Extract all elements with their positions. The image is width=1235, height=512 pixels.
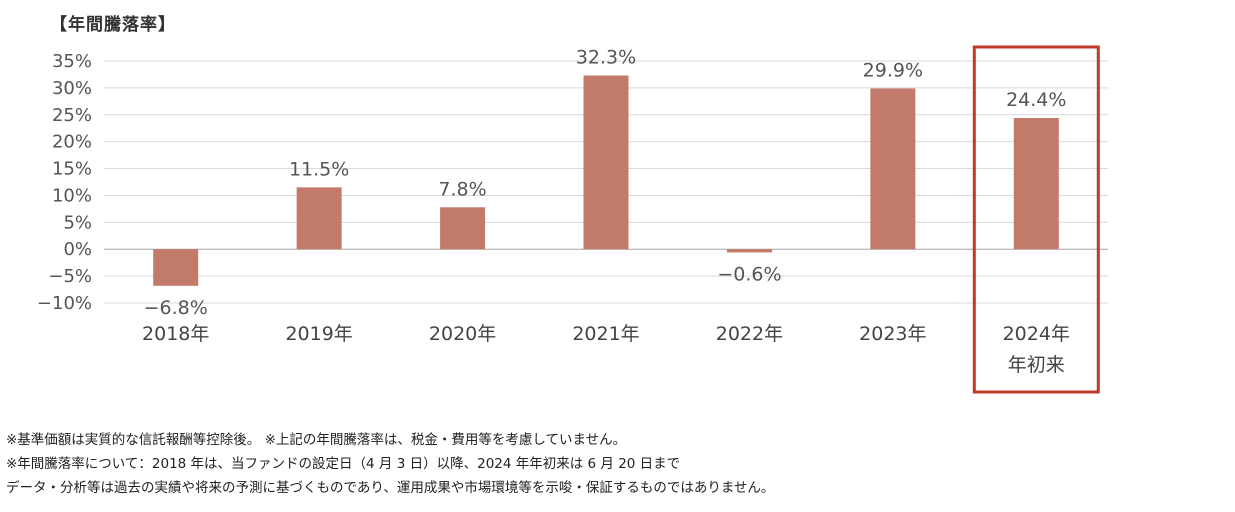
y-tick-label: 15% [52, 159, 92, 180]
y-tick-label: 30% [52, 78, 92, 99]
x-category-label: 2024年 [1003, 323, 1070, 345]
highlight-box-2024 [972, 45, 1100, 394]
x-category-label: 2019年 [285, 323, 352, 345]
chart-title: 【年間騰落率】 [50, 15, 176, 35]
data-label: −0.6% [717, 263, 781, 285]
bar [1013, 118, 1059, 250]
data-label: −6.8% [144, 297, 208, 319]
bars [153, 75, 1059, 286]
y-tick-label: 5% [63, 212, 92, 233]
y-tick-label: −5% [48, 266, 92, 287]
bar [153, 249, 199, 286]
data-label: 32.3% [576, 47, 636, 69]
footnotes: ※基準価額は実質的な信託報酬等控除後。 ※上記の年間騰落率は、税金・費用等を考慮… [6, 428, 774, 500]
highlight-box [972, 45, 1100, 394]
bar [726, 249, 772, 253]
footnote-line: データ・分析等は過去の実績や将来の予測に基づくものであり、運用成果や市場環境等を… [6, 480, 775, 496]
x-category-label: 年初来 [1008, 354, 1065, 376]
footnote-line: ※基準価額は実質的な信託報酬等控除後。 ※上記の年間騰落率は、税金・費用等を考慮… [6, 432, 627, 448]
x-category-label: 2023年 [859, 323, 926, 345]
y-tick-label: 25% [52, 105, 92, 126]
y-tick-label: 35% [52, 51, 92, 72]
y-axis-ticks: 35% 30% 25% 20% 15% 10% 5% 0% −5% −10% [37, 51, 92, 314]
footnote-line: ※年間騰落率について：2018 年は、当ファンドの設定日（4 月 3 日）以降、… [6, 456, 681, 472]
data-label: 11.5% [289, 158, 349, 180]
x-category-label: 2022年 [716, 323, 783, 345]
x-category-label: 2018年 [142, 323, 209, 345]
y-tick-label: −10% [37, 293, 92, 314]
bar [296, 187, 342, 250]
y-tick-label: 0% [63, 239, 92, 260]
data-label: 24.4% [1006, 89, 1066, 111]
bar [870, 88, 916, 250]
annual-return-bar-chart: 35% 30% 25% 20% 15% 10% 5% 0% −5% −10% −6.8% 11.5%… [37, 45, 1108, 394]
data-label: 29.9% [863, 59, 923, 81]
x-category-label: 2020年 [429, 323, 496, 345]
data-labels: −6.8% 11.5% 7.8% 32.3% −0.6% 29.9% 24.4% [144, 47, 1067, 319]
y-tick-label: 10% [52, 185, 92, 206]
x-category-label: 2021年 [572, 323, 639, 345]
bar [440, 207, 486, 250]
bar [583, 75, 629, 250]
y-tick-label: 20% [52, 132, 92, 153]
data-label: 7.8% [438, 178, 486, 200]
